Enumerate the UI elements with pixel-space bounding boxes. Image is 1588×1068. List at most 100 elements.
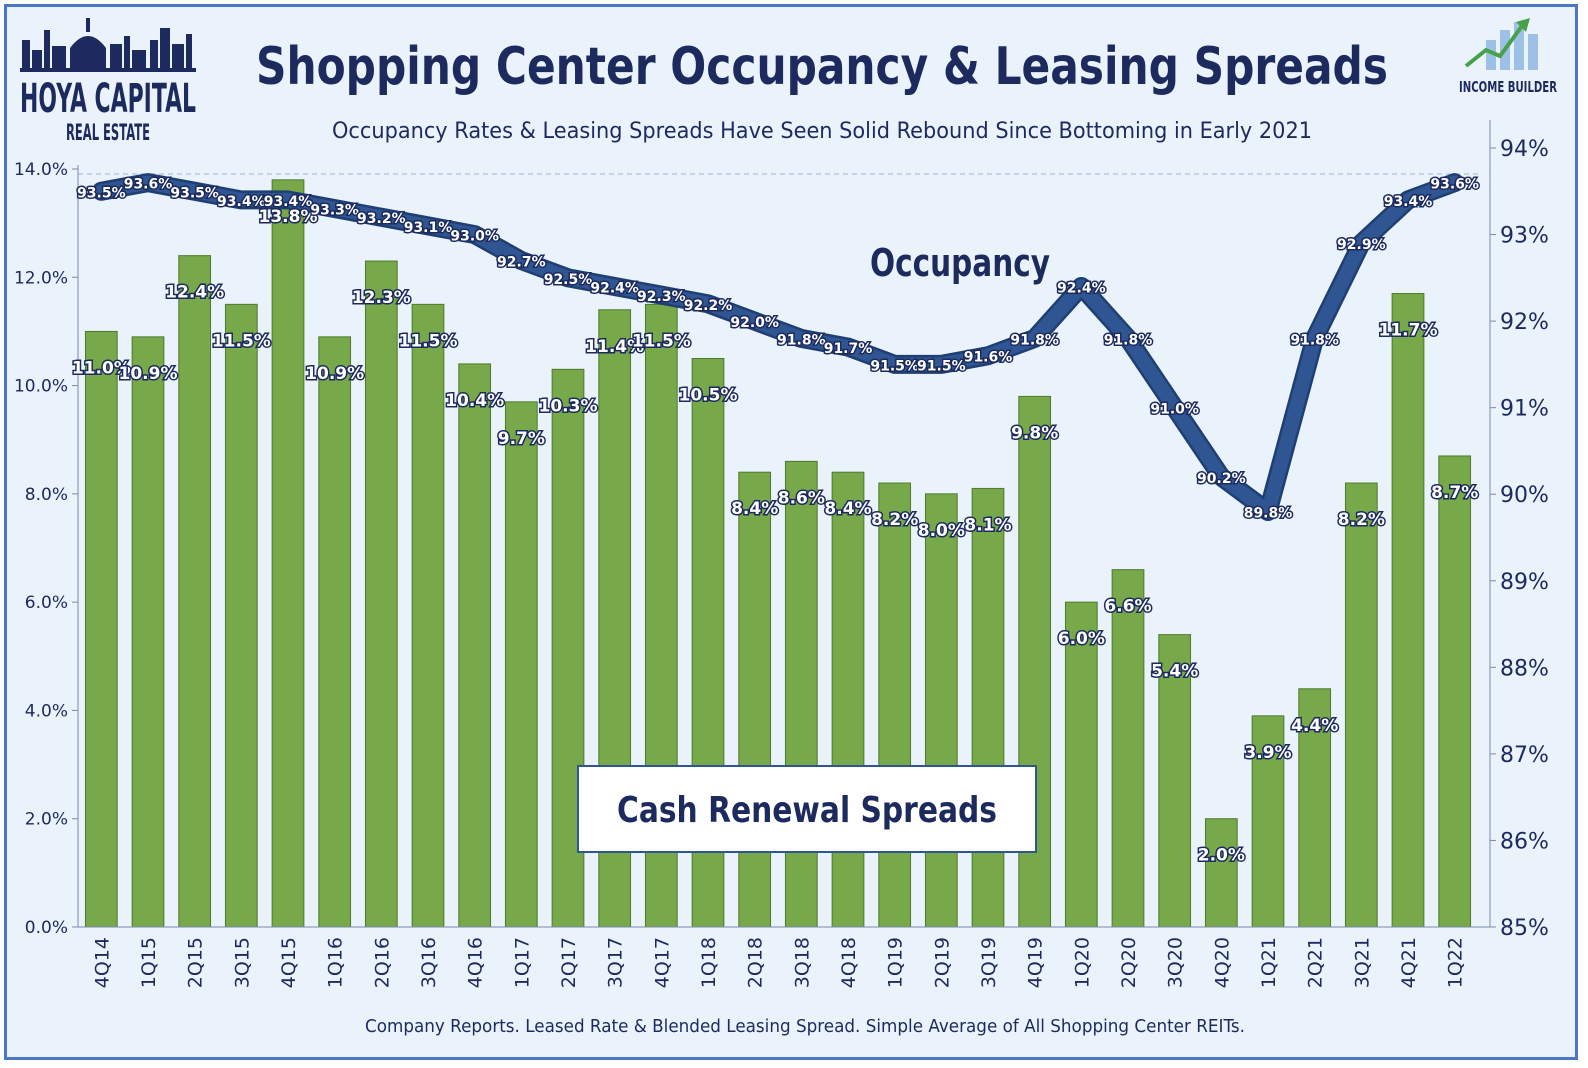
bar-data-labels: 11.0%10.9%12.4%11.5%13.8%10.9%12.3%11.5%… (70, 205, 1479, 867)
x-tick-label-2Q15: 2Q15 (185, 937, 207, 988)
x-tick-label-3Q21: 3Q21 (1351, 937, 1373, 988)
x-tick-label-2Q16: 2Q16 (371, 937, 393, 988)
left-tick-label: 2.0% (25, 810, 68, 830)
bar-4Q14 (84, 330, 118, 928)
right-tick-label: 90% (1500, 483, 1549, 508)
x-tick-label-4Q18: 4Q18 (838, 937, 860, 988)
x-tick-label-2Q20: 2Q20 (1118, 937, 1140, 988)
right-tick-label: 91% (1500, 397, 1549, 422)
x-tick-label-4Q19: 4Q19 (1025, 937, 1047, 988)
bar-label-3Q15: 11.5% (212, 331, 271, 351)
bar-2Q16 (364, 260, 398, 928)
bar-2Q19 (924, 493, 958, 928)
bar-3Q21 (1344, 482, 1378, 928)
x-tick-label-1Q17: 1Q17 (511, 937, 533, 988)
cash-renewal-box (577, 765, 1037, 853)
bar-1Q15 (131, 336, 165, 928)
bar-4Q20 (1204, 818, 1238, 928)
bar-label-1Q21: 3.9% (1244, 743, 1291, 763)
bar-label-4Q17: 11.5% (632, 331, 691, 351)
bar-label-3Q19: 8.1% (964, 515, 1011, 535)
x-tick-label-4Q17: 4Q17 (651, 937, 673, 988)
bar-1Q20 (1064, 601, 1098, 928)
occupancy-label-2Q16: 93.2% (357, 211, 406, 227)
occupancy-label-2Q17: 92.5% (544, 272, 593, 288)
x-tick-label-1Q19: 1Q19 (885, 937, 907, 988)
occupancy-label-2Q20: 91.8% (1104, 332, 1153, 348)
left-tick-label: 12.0% (14, 268, 68, 288)
x-axis: 4Q14 1Q15 2Q15 3Q15 4Q15 1Q16 2Q16 3Q16 4Q16 1Q17… (78, 926, 1490, 988)
occupancy-label-4Q14: 93.5% (77, 185, 126, 201)
x-tick-label-1Q15: 1Q15 (138, 937, 160, 988)
right-y-axis: 85% 86% 87% 88% 89% 90% 91% 92% 93% 94% (1489, 120, 1549, 941)
occupancy-label-3Q17: 92.4% (590, 280, 639, 296)
left-tick-label: 10.0% (14, 377, 68, 397)
bar-3Q18 (784, 460, 818, 928)
logo-main-text: HOYA CAPITAL (20, 76, 196, 122)
bar-label-2Q17: 10.3% (539, 396, 598, 416)
x-tick-label-3Q16: 3Q16 (418, 937, 440, 988)
bar-label-1Q19: 8.2% (871, 510, 918, 530)
x-tick-label-4Q14: 4Q14 (91, 937, 113, 988)
x-tick-label-2Q19: 2Q19 (931, 937, 953, 988)
bar-label-3Q16: 11.5% (399, 331, 458, 351)
right-tick-label: 87% (1500, 743, 1549, 768)
occupancy-label-4Q17: 92.3% (637, 289, 686, 305)
income-builder-text: INCOME BUILDER (1459, 78, 1557, 96)
right-tick-label: 94% (1500, 137, 1549, 162)
occupancy-label-1Q20: 92.4% (1057, 280, 1106, 296)
right-tick-label: 89% (1500, 570, 1549, 595)
occupancy-label-4Q19: 91.8% (1010, 332, 1059, 348)
occupancy-label-4Q21: 93.4% (1384, 194, 1433, 210)
right-tick-label: 86% (1500, 829, 1549, 854)
occupancy-label-2Q15: 93.5% (170, 185, 219, 201)
bar-label-1Q18: 10.5% (679, 386, 738, 406)
occupancy-label-4Q15: 93.4% (264, 194, 313, 210)
bar-label-1Q16: 10.9% (305, 364, 364, 384)
occupancy-label-1Q15: 93.6% (124, 177, 173, 193)
bar-label-2Q20: 6.6% (1104, 597, 1151, 617)
bar-label-2Q21: 4.4% (1291, 716, 1338, 736)
bar-3Q16 (411, 303, 445, 928)
occupancy-line (94, 175, 1462, 519)
bar-label-3Q17: 11.4% (585, 337, 644, 357)
bar-label-4Q14: 11.0% (72, 358, 131, 378)
bar-4Q21 (1391, 293, 1425, 928)
bar-4Q18 (831, 471, 865, 928)
bar-2Q20 (1111, 569, 1145, 928)
occupancy-label-4Q18: 91.7% (824, 341, 873, 357)
bar-2Q15 (178, 255, 212, 928)
skyline-icon (20, 18, 196, 72)
rising-chart-icon (1464, 18, 1538, 70)
line-series (91, 173, 1465, 522)
bar-series (84, 179, 1472, 928)
x-tick-label-3Q20: 3Q20 (1165, 937, 1187, 988)
bar-1Q22 (1438, 455, 1472, 928)
bar-label-4Q20: 2.0% (1198, 846, 1245, 866)
x-tick-label-4Q16: 4Q16 (465, 937, 487, 988)
bar-label-4Q19: 9.8% (1011, 423, 1058, 443)
bar-1Q16 (318, 336, 352, 928)
bar-3Q20 (1158, 634, 1192, 928)
source-note: Company Reports. Leased Rate & Blended L… (365, 1016, 1245, 1037)
x-tick-label-3Q17: 3Q17 (605, 937, 627, 988)
occupancy-label-3Q18: 91.8% (777, 332, 826, 348)
cash-renewal-annotation: Cash Renewal Spreads (617, 790, 997, 831)
bar-label-2Q19: 8.0% (918, 521, 965, 541)
x-tick-label-4Q21: 4Q21 (1398, 937, 1420, 988)
occupancy-label-1Q21: 89.8% (1244, 506, 1293, 522)
x-tick-label-4Q20: 4Q20 (1211, 937, 1233, 988)
occupancy-label-3Q20: 91.0% (1150, 402, 1199, 418)
bar-3Q15 (224, 303, 258, 928)
bar-3Q19 (971, 487, 1005, 928)
bar-label-3Q20: 5.4% (1151, 662, 1198, 682)
occupancy-label-3Q19: 91.6% (964, 350, 1013, 366)
bar-4Q16 (458, 363, 492, 928)
occupancy-label-4Q20: 90.2% (1197, 471, 1246, 487)
left-tick-label: 14.0% (14, 160, 68, 180)
bar-1Q17 (504, 401, 538, 928)
occupancy-label-2Q18: 92.0% (730, 315, 779, 331)
bar-1Q19 (878, 482, 912, 928)
income-builder-logo: INCOME BUILDER (1459, 18, 1557, 96)
